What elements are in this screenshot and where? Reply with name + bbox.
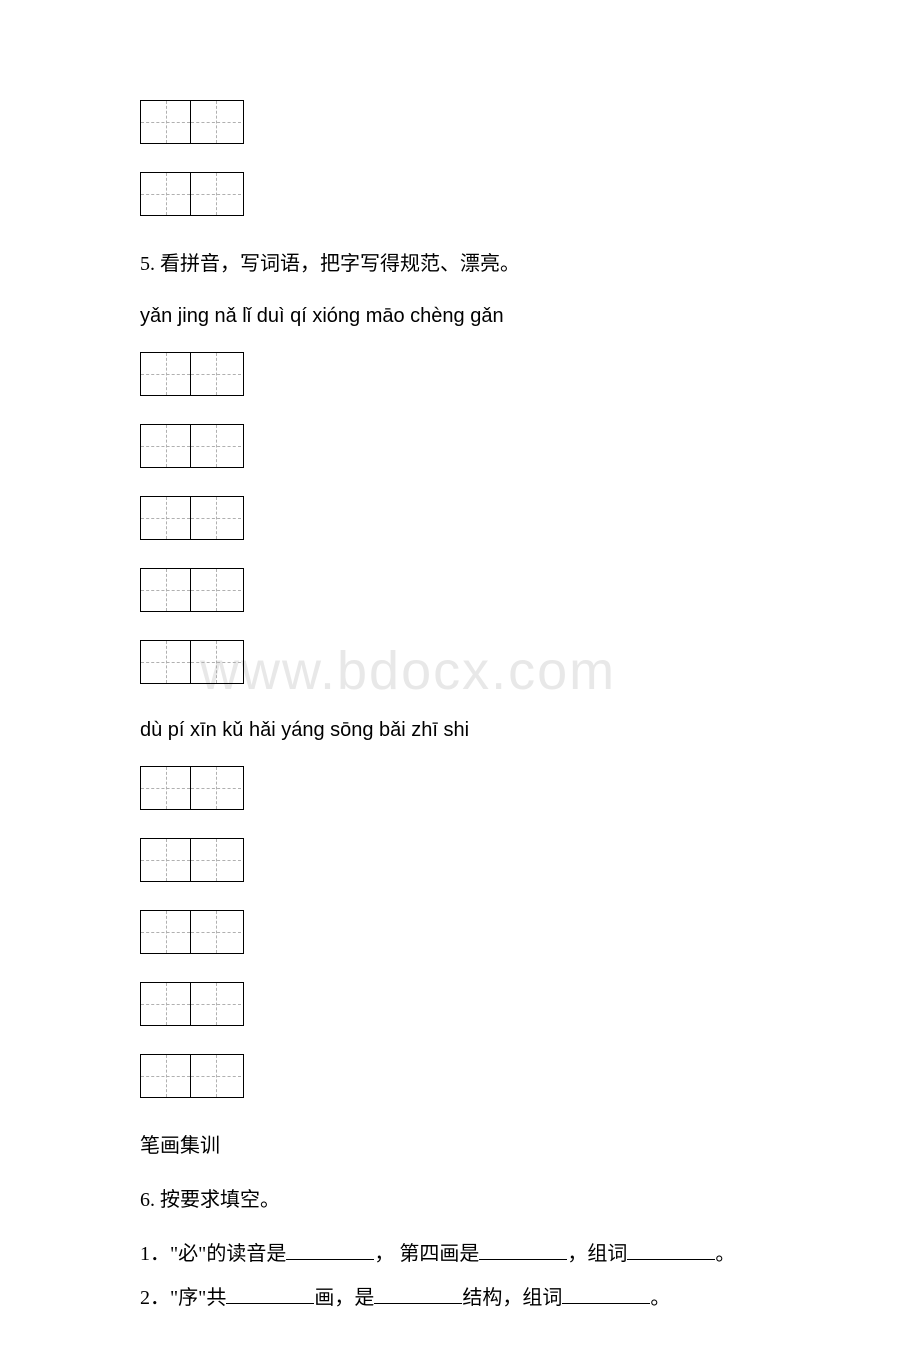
writing-grid-cell [191,839,241,881]
writing-grid-box [140,640,244,684]
writing-grid-cell [191,911,241,953]
bottom-boxes-group [140,766,780,1098]
writing-grid-cell [141,641,191,683]
blank-field[interactable] [226,1284,314,1304]
pinyin-line-1: yǎn jing nǎ lǐ duì qí xióng māo chèng gǎ… [140,298,780,334]
writing-grid-cell [141,911,191,953]
writing-grid-cell [141,497,191,539]
pinyin-line-2: dù pí xīn kǔ hǎi yáng sōng bǎi zhī shi [140,712,780,748]
section-title-stroke: 笔画集训 [140,1126,780,1166]
middle-boxes-group [140,352,780,684]
writing-grid-cell [141,1055,191,1097]
q2-text-p3: 结构，组词 [462,1287,562,1309]
writing-grid-cell [191,983,241,1025]
writing-grid-cell [191,425,241,467]
writing-grid-cell [191,569,241,611]
writing-grid-box [140,838,244,882]
writing-grid-box [140,1054,244,1098]
q2-text-p4: 。 [650,1287,670,1309]
blank-field[interactable] [286,1240,374,1260]
writing-grid-box [140,424,244,468]
q1-text-p1: 1．"必"的读音是 [140,1243,286,1265]
writing-grid-box [140,982,244,1026]
writing-grid-box [140,568,244,612]
document-content: 5. 看拼音，写词语，把字写得规范、漂亮。 yǎn jing nǎ lǐ duì… [140,100,780,1318]
writing-grid-cell [141,101,191,143]
writing-grid-cell [191,353,241,395]
writing-grid-cell [141,839,191,881]
blank-field[interactable] [562,1284,650,1304]
writing-grid-cell [191,767,241,809]
q2-text-p1: 2．"序"共 [140,1287,226,1309]
top-boxes-group [140,100,780,216]
blank-field[interactable] [627,1240,715,1260]
writing-grid-cell [191,173,241,215]
blank-field[interactable] [479,1240,567,1260]
writing-grid-box [140,352,244,396]
writing-grid-cell [191,101,241,143]
writing-grid-box [140,172,244,216]
writing-grid-cell [141,425,191,467]
question-1: 1．"必"的读音是 ， 第四画是 ，组词 。 [140,1234,780,1274]
writing-grid-cell [141,353,191,395]
writing-grid-cell [141,767,191,809]
writing-grid-box [140,766,244,810]
writing-grid-box [140,496,244,540]
writing-grid-box [140,910,244,954]
section5-instruction: 5. 看拼音，写词语，把字写得规范、漂亮。 [140,244,780,284]
writing-grid-cell [141,569,191,611]
q1-text-p4: 。 [715,1243,735,1265]
question-2: 2．"序"共 画，是 结构，组词 。 [140,1278,780,1318]
blank-field[interactable] [374,1284,462,1304]
writing-grid-cell [191,497,241,539]
q1-text-p2: ， 第四画是 [374,1243,479,1265]
writing-grid-cell [191,1055,241,1097]
section6-instruction: 6. 按要求填空。 [140,1180,780,1220]
writing-grid-cell [141,173,191,215]
writing-grid-cell [191,641,241,683]
q2-text-p2: 画，是 [314,1287,374,1309]
writing-grid-cell [141,983,191,1025]
writing-grid-box [140,100,244,144]
q1-text-p3: ，组词 [567,1243,627,1265]
